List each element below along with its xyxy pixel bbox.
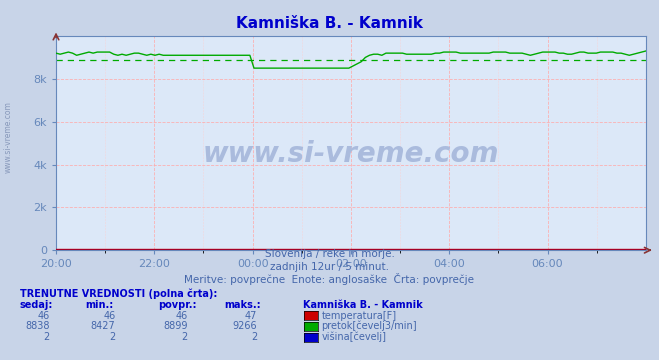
Text: 2: 2 bbox=[109, 332, 115, 342]
Text: 8838: 8838 bbox=[25, 321, 49, 332]
Text: min.:: min.: bbox=[86, 300, 114, 310]
Text: 46: 46 bbox=[37, 311, 49, 321]
Text: www.si-vreme.com: www.si-vreme.com bbox=[203, 140, 499, 168]
Text: TRENUTNE VREDNOSTI (polna črta):: TRENUTNE VREDNOSTI (polna črta): bbox=[20, 288, 217, 299]
Text: 2: 2 bbox=[251, 332, 257, 342]
Text: 2: 2 bbox=[182, 332, 188, 342]
Text: zadnjih 12ur / 5 minut.: zadnjih 12ur / 5 minut. bbox=[270, 262, 389, 272]
Text: www.si-vreme.com: www.si-vreme.com bbox=[3, 101, 13, 173]
Text: višina[čevelj]: višina[čevelj] bbox=[322, 332, 387, 342]
Text: Meritve: povprečne  Enote: anglosaške  Črta: povprečje: Meritve: povprečne Enote: anglosaške Črt… bbox=[185, 273, 474, 285]
Text: Kamniška B. - Kamnik: Kamniška B. - Kamnik bbox=[236, 16, 423, 31]
Text: sedaj:: sedaj: bbox=[20, 300, 53, 310]
Text: 8899: 8899 bbox=[163, 321, 188, 332]
Text: 2: 2 bbox=[43, 332, 49, 342]
Text: 9266: 9266 bbox=[233, 321, 257, 332]
Text: Kamniška B. - Kamnik: Kamniška B. - Kamnik bbox=[303, 300, 423, 310]
Text: temperatura[F]: temperatura[F] bbox=[322, 311, 397, 321]
Text: Slovenija / reke in morje.: Slovenija / reke in morje. bbox=[264, 249, 395, 260]
Text: 46: 46 bbox=[175, 311, 188, 321]
Text: pretok[čevelj3/min]: pretok[čevelj3/min] bbox=[322, 321, 417, 332]
Text: 8427: 8427 bbox=[90, 321, 115, 332]
Text: 47: 47 bbox=[244, 311, 257, 321]
Text: povpr.:: povpr.: bbox=[158, 300, 196, 310]
Text: maks.:: maks.: bbox=[224, 300, 261, 310]
Text: 46: 46 bbox=[103, 311, 115, 321]
